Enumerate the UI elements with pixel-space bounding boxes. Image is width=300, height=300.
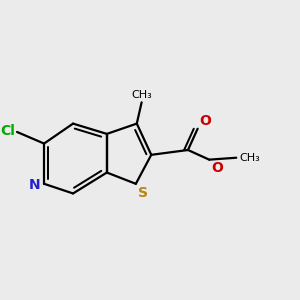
Text: Cl: Cl	[0, 124, 15, 138]
Text: O: O	[200, 114, 211, 128]
Text: S: S	[138, 186, 148, 200]
Text: CH₃: CH₃	[131, 90, 152, 100]
Text: CH₃: CH₃	[239, 153, 260, 163]
Text: N: N	[28, 178, 40, 192]
Text: O: O	[211, 160, 223, 175]
